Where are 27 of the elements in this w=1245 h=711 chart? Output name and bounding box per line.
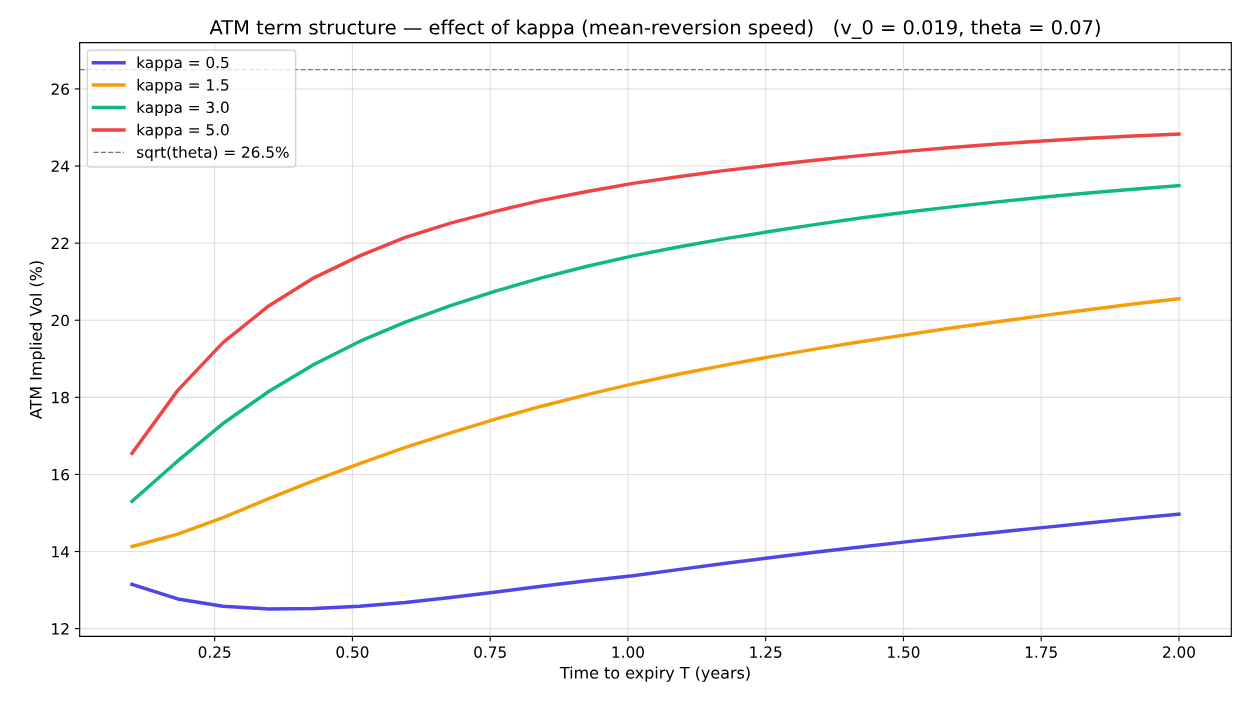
x-tick-label: 1.50 [888, 646, 920, 658]
legend-label: sqrt(theta) = 26.5% [137, 146, 289, 161]
y-tick-label: 24 [51, 160, 70, 172]
line-series [130, 512, 1181, 611]
x-tick-label: 2.00 [1163, 646, 1195, 658]
legend-label: kappa = 5.0 [137, 123, 229, 139]
y-tick-label: 14 [52, 546, 70, 558]
x-axis-title: Time to expiry T (years) [559, 666, 750, 682]
x-tick-label: 0.75 [474, 646, 506, 658]
line-series [130, 296, 1181, 549]
x-tick-label: 1.00 [612, 646, 644, 658]
chart-title: ATM term structure — effect of kappa (mean-reversion speed) (v_0 = 0.019, theta = 0.07) [209, 19, 1100, 39]
x-tick-label: 1.25 [750, 646, 782, 658]
legend-label: kappa = 1.5 [137, 78, 229, 94]
line-series [130, 183, 1181, 504]
legend-label: kappa = 3.0 [137, 101, 229, 117]
x-tick-label: 1.75 [1025, 646, 1057, 658]
y-tick-label: 12 [52, 623, 69, 635]
y-tick-label: 16 [52, 468, 69, 481]
y-tick-label: 18 [52, 391, 69, 404]
y-tick-label: 26 [51, 83, 69, 95]
x-tick-label: 0.50 [336, 646, 369, 658]
y-tick-label: 20 [51, 314, 69, 327]
y-axis-title: ATM Implied Vol (%) [29, 261, 45, 419]
legend-label: kappa = 0.5 [137, 56, 229, 72]
x-tick-label: 0.25 [198, 646, 231, 658]
y-tick-label: 22 [51, 237, 69, 249]
